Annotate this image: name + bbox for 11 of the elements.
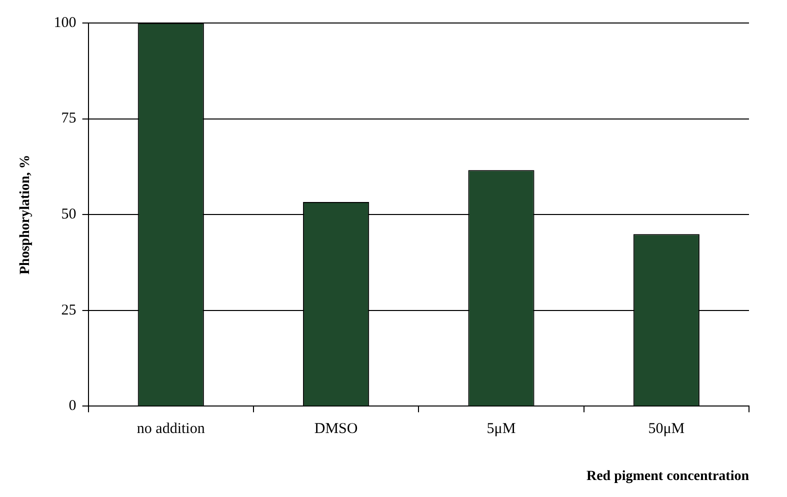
x-tick-label: 5μM [486, 421, 516, 438]
x-tick-label: no addition [136, 421, 206, 438]
x-tick-label: 50μM [648, 421, 685, 438]
y-tick-label: 75 [61, 110, 76, 127]
x-tick-label: DMSO [314, 421, 358, 438]
y-axis-title: Phosphorylation, % [18, 154, 34, 275]
y-tick-label: 25 [61, 302, 76, 318]
y-tick-label: 50 [61, 206, 76, 223]
x-axis-title: Red pigment concentration [586, 469, 750, 484]
y-tick-label: 100 [54, 14, 76, 31]
y-tick-label: 0 [68, 398, 76, 414]
